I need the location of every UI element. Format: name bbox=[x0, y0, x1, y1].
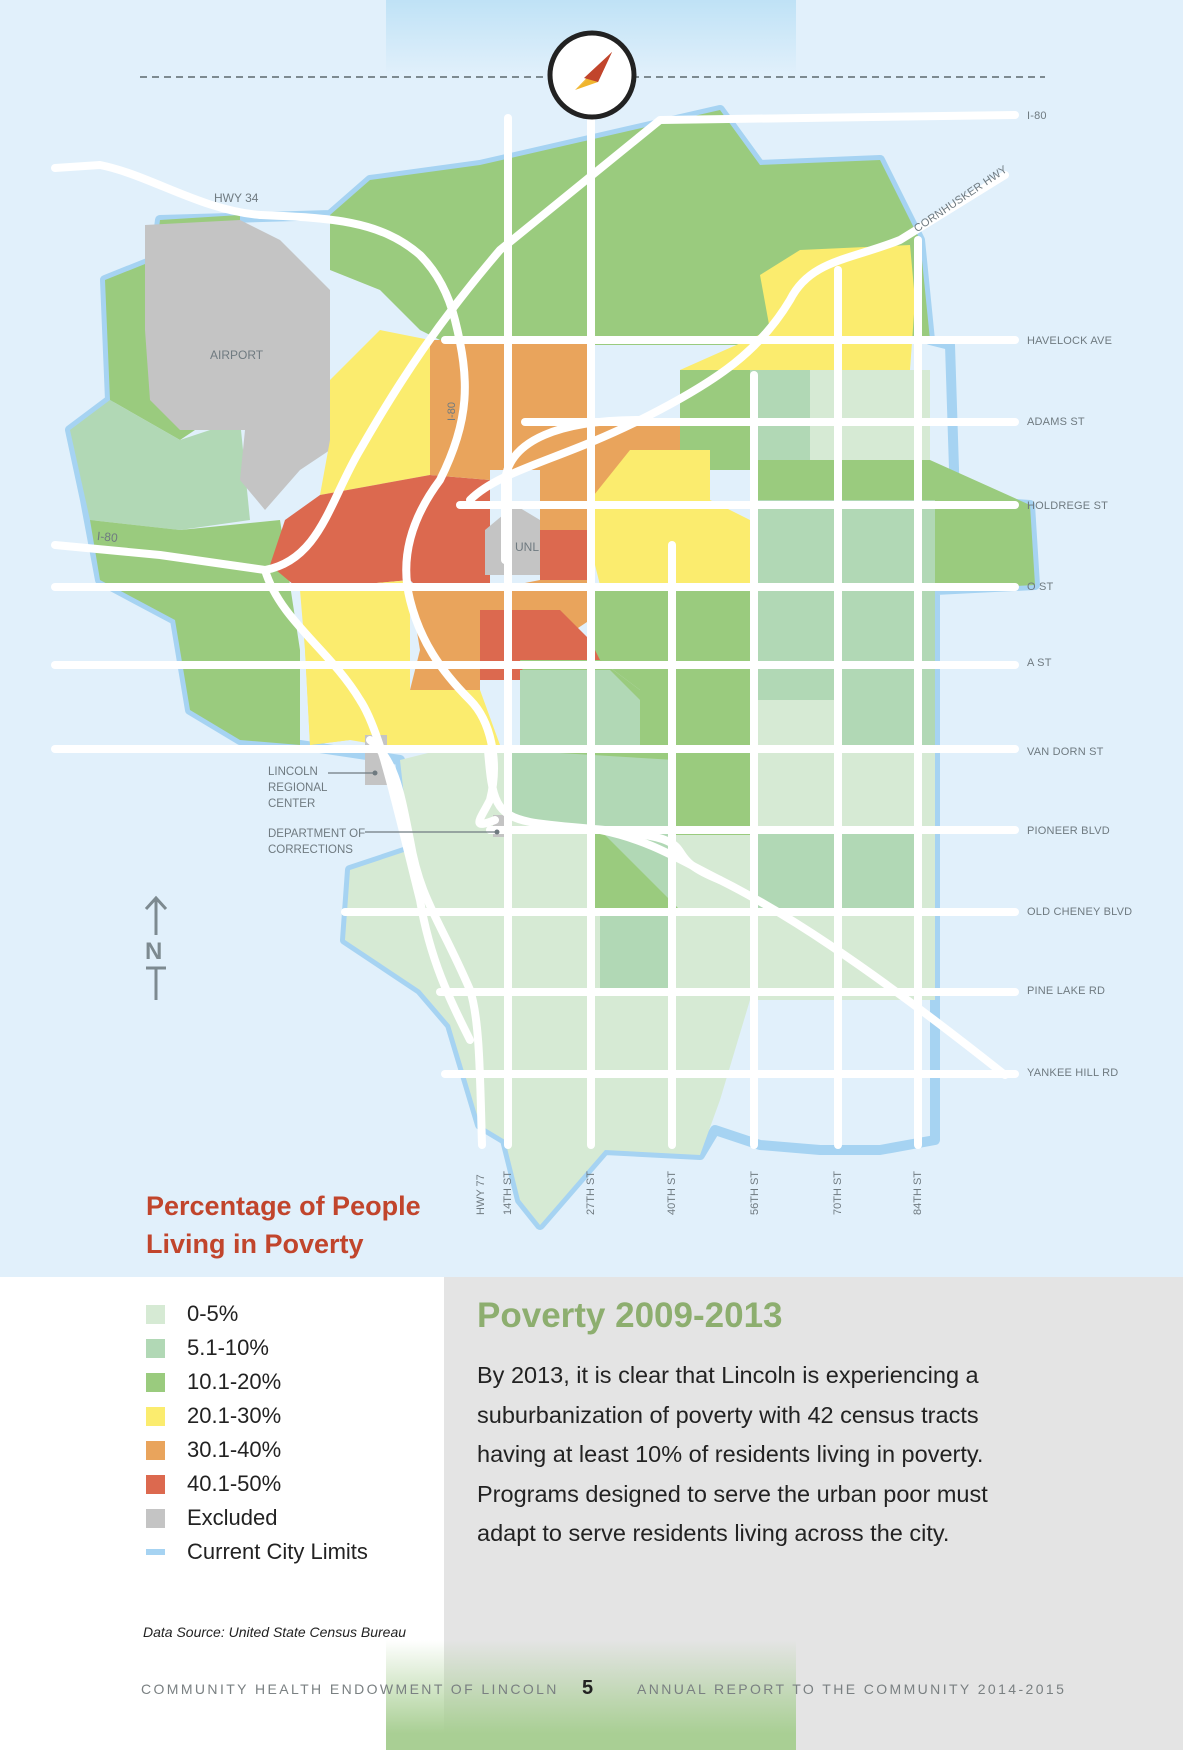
north-label: N bbox=[145, 938, 163, 965]
street-label-pine-lake: PINE LAKE RD bbox=[1027, 985, 1106, 997]
street-label-27th: 27TH ST bbox=[585, 1170, 597, 1215]
legend-label: Current City Limits bbox=[187, 1539, 368, 1564]
department-of-corrections-label: DEPARTMENT OF CORRECTIONS bbox=[268, 828, 366, 856]
article-heading: Poverty 2009-2013 bbox=[477, 1296, 783, 1335]
legend-item: 30.1-40% bbox=[146, 1433, 368, 1467]
article-body: By 2013, it is clear that Lincoln is exp… bbox=[477, 1362, 988, 1546]
page-number: 5 bbox=[582, 1677, 594, 1699]
map-title: Percentage of People Living in Poverty bbox=[146, 1191, 421, 1259]
street-label-70th: 70TH ST bbox=[832, 1170, 844, 1215]
legend-item: Excluded bbox=[146, 1501, 368, 1535]
legend-item: Current City Limits bbox=[146, 1535, 368, 1569]
legend-item: 10.1-20% bbox=[146, 1365, 368, 1399]
legend-panel bbox=[0, 1277, 444, 1750]
legend-swatch bbox=[146, 1474, 165, 1494]
legend-item: 5.1-10% bbox=[146, 1331, 368, 1365]
legend-label: 30.1-40% bbox=[187, 1437, 282, 1462]
i80-diagonal-label: I-80 bbox=[446, 402, 458, 421]
legend-swatch bbox=[146, 1304, 165, 1324]
street-label-hwy77: HWY 77 bbox=[475, 1174, 487, 1215]
street-label-van-dorn: VAN DORN ST bbox=[1027, 746, 1104, 758]
street-label-40th: 40TH ST bbox=[666, 1170, 678, 1215]
legend-swatch bbox=[146, 1338, 165, 1358]
i80-west-label: I-80 bbox=[96, 528, 119, 546]
street-label-a-st: A ST bbox=[1027, 657, 1052, 669]
legend-label: 40.1-50% bbox=[187, 1471, 282, 1496]
street-label-old-cheney: OLD CHENEY BLVD bbox=[1027, 906, 1133, 918]
street-label-14th: 14TH ST bbox=[502, 1170, 514, 1215]
legend-swatch bbox=[146, 1508, 165, 1528]
bottom-accent-band bbox=[386, 1640, 796, 1750]
street-label-holdrege: HOLDREGE ST bbox=[1027, 500, 1109, 512]
street-label-havelock: HAVELOCK AVE bbox=[1027, 335, 1113, 347]
street-label-84th: 84TH ST bbox=[912, 1170, 924, 1215]
poverty-map bbox=[51, 30, 1045, 1230]
legend-swatch bbox=[146, 1440, 165, 1460]
street-label-pioneer: PIONEER BLVD bbox=[1027, 825, 1110, 837]
street-label-yankee-hill: YANKEE HILL RD bbox=[1027, 1067, 1119, 1079]
legend-swatch bbox=[146, 1549, 165, 1555]
legend-swatch bbox=[146, 1372, 165, 1392]
footer-organization: COMMUNITY HEALTH ENDOWMENT OF LINCOLN bbox=[141, 1681, 559, 1697]
legend-label: 5.1-10% bbox=[187, 1335, 269, 1360]
street-label-o-st: O ST bbox=[1027, 581, 1054, 593]
legend-label: 0-5% bbox=[187, 1301, 239, 1326]
legend-item: 20.1-30% bbox=[146, 1399, 368, 1433]
legend-label: 10.1-20% bbox=[187, 1369, 282, 1394]
legend-item: 40.1-50% bbox=[146, 1467, 368, 1501]
airport-label: AIRPORT bbox=[210, 348, 264, 362]
data-source: Data Source: United State Census Bureau bbox=[143, 1624, 407, 1640]
legend-item: 0-5% bbox=[146, 1297, 368, 1331]
legend-swatch bbox=[146, 1406, 165, 1426]
road-network bbox=[51, 111, 1019, 1149]
north-arrow-icon bbox=[144, 895, 168, 1000]
hwy34-label: HWY 34 bbox=[214, 191, 259, 205]
map-legend: 0-5% 5.1-10% 10.1-20% 20.1-30% 30.1-40% 40.1-… bbox=[146, 1297, 368, 1569]
lincoln-regional-center-label: LINCOLN REGIONAL CENTER bbox=[268, 766, 328, 810]
compass-icon bbox=[547, 30, 637, 120]
footer-report-title: ANNUAL REPORT TO THE COMMUNITY 2014-2015 bbox=[637, 1681, 1067, 1697]
legend-label: 20.1-30% bbox=[187, 1403, 282, 1428]
unl-label: UNL bbox=[515, 540, 540, 554]
street-label-56th: 56TH ST bbox=[749, 1170, 761, 1215]
street-label-adams: ADAMS ST bbox=[1027, 416, 1085, 428]
street-label-i80: I-80 bbox=[1027, 110, 1047, 122]
legend-label: Excluded bbox=[187, 1505, 278, 1530]
